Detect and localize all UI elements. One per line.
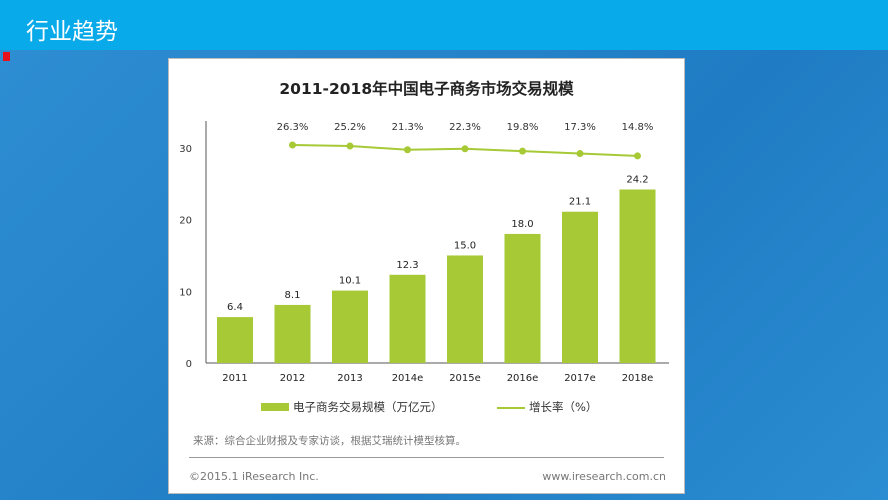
- bar-label: 8.1: [285, 290, 301, 301]
- bar-label: 24.2: [626, 174, 648, 185]
- growth-label: 14.8%: [622, 122, 654, 133]
- growth-point: [346, 142, 354, 150]
- x-tick-label: 2015e: [449, 373, 481, 384]
- chart-card: 2011-2018年中国电子商务市场交易规模 0 10 20 30 6.4 2011 8.1…: [168, 58, 685, 494]
- page-title: 行业趋势: [26, 19, 118, 45]
- growth-point: [519, 147, 526, 155]
- bar: [447, 255, 483, 363]
- growth-label: 19.8%: [507, 122, 539, 133]
- growth-point: [461, 145, 469, 153]
- chart-svg: 0 10 20 30 6.4 2011 8.1 2012 10.1 2013 12.3 2014e 15…: [179, 121, 669, 384]
- bar-label: 10.1: [339, 276, 361, 287]
- bar-label: 15.0: [454, 240, 476, 251]
- growth-label: 26.3%: [277, 122, 309, 133]
- y-tick-label: 0: [186, 359, 192, 370]
- x-tick-label: 2016e: [507, 373, 539, 384]
- red-marker: [3, 52, 10, 61]
- y-tick-label: 30: [179, 144, 192, 155]
- source-note: 来源：综合企业财报及专家访谈，根据艾瑞统计模型核算。: [193, 435, 466, 447]
- copyright: ©2015.1 iResearch Inc.: [189, 470, 319, 483]
- bar: [619, 189, 656, 363]
- growth-label: 21.3%: [392, 122, 424, 133]
- bar-label: 21.1: [569, 197, 591, 208]
- y-tick-label: 10: [179, 287, 192, 298]
- bar: [217, 317, 253, 363]
- bar: [504, 233, 541, 363]
- header-bar: 行业趋势: [0, 0, 888, 50]
- legend-line-label: 增长率（%）: [529, 400, 598, 414]
- legend-line-swatch: [497, 406, 525, 409]
- bar-label: 18.0: [511, 219, 533, 230]
- divider: [189, 457, 664, 458]
- chart-title: 2011-2018年中国电子商务市场交易规模: [279, 80, 574, 98]
- legend-bar-label: 电子商务交易规模（万亿元）: [293, 400, 443, 414]
- x-tick-label: 2017e: [564, 373, 596, 384]
- website: www.iresearch.com.cn: [542, 470, 666, 483]
- legend-line: 增长率（%）: [497, 399, 597, 415]
- y-tick-label: 20: [179, 216, 192, 227]
- growth-label: 17.3%: [564, 122, 596, 133]
- bar: [389, 274, 426, 363]
- growth-point: [289, 141, 296, 149]
- growth-label: 25.2%: [334, 122, 366, 133]
- growth-point: [576, 150, 584, 158]
- legend-bar: 电子商务交易规模（万亿元）: [261, 399, 443, 415]
- x-tick-label: 2013: [337, 373, 362, 384]
- bar-label: 12.3: [396, 260, 418, 271]
- bar: [274, 304, 311, 363]
- growth-point: [404, 146, 411, 154]
- x-tick-label: 2014e: [392, 373, 424, 384]
- growth-point: [634, 152, 641, 160]
- bar-label: 6.4: [227, 302, 243, 313]
- bar: [562, 211, 598, 363]
- bar: [332, 290, 368, 363]
- x-tick-label: 2011: [222, 373, 247, 384]
- growth-label: 22.3%: [449, 122, 481, 133]
- legend-bar-swatch: [261, 403, 289, 411]
- x-tick-label: 2018e: [622, 373, 654, 384]
- x-tick-label: 2012: [280, 373, 305, 384]
